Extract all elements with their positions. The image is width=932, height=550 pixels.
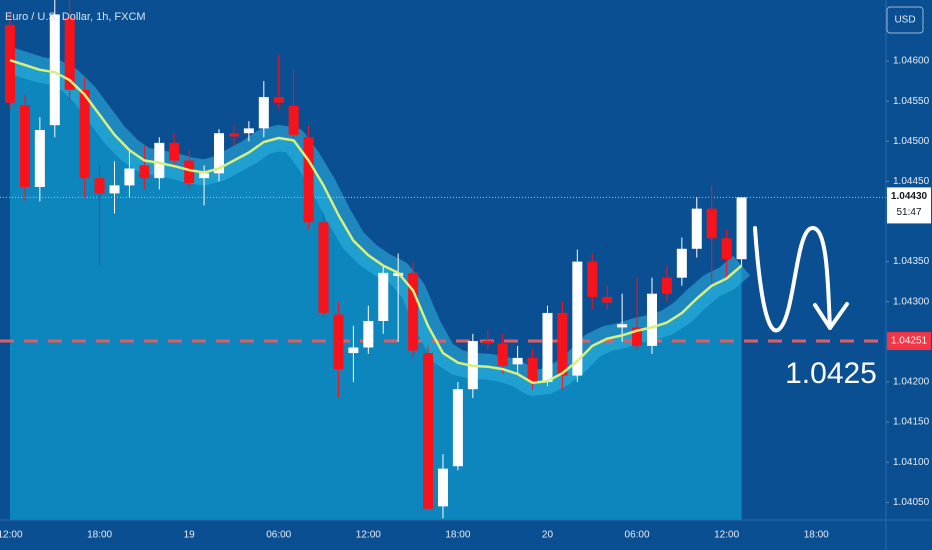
y-tick-label: 1.04500 [893, 136, 930, 147]
candle-body [691, 208, 702, 249]
x-tick-label: 06:00 [625, 530, 650, 541]
y-tick-label: 1.04300 [893, 296, 930, 307]
y-tick-label: 1.04100 [893, 457, 930, 468]
drawn-arrow [753, 226, 832, 333]
candle-body [169, 142, 180, 161]
candle-body [661, 277, 672, 294]
candle-body [452, 389, 463, 467]
x-tick-label: 12:00 [356, 530, 381, 541]
candle-body [79, 89, 90, 179]
candle-body [19, 105, 30, 187]
plot-area [0, 0, 886, 520]
x-tick-label: 19 [184, 530, 196, 541]
candle-body [199, 173, 210, 179]
candle-body [124, 168, 135, 186]
y-tick-label: 1.04200 [893, 377, 930, 388]
y-tick-label: 1.04050 [893, 497, 930, 508]
candle-body [512, 357, 523, 365]
candle-body [736, 197, 747, 260]
candle-body [542, 312, 553, 382]
candle-body [243, 128, 254, 134]
candle-body [318, 222, 329, 313]
level-label-box [887, 332, 931, 351]
candle-body [64, 17, 75, 90]
candle-body [303, 137, 314, 223]
candle-body [363, 320, 374, 348]
candle-body [527, 357, 538, 382]
candle-body [497, 343, 508, 366]
candle-body [288, 105, 299, 135]
candle-body [572, 261, 583, 376]
x-tick-label: 18:00 [445, 530, 470, 541]
candle-body [408, 272, 419, 351]
candle-body [437, 468, 448, 507]
candle-body [5, 24, 15, 103]
target-annotation: 1.0425 [785, 357, 877, 390]
x-tick-label: 18:00 [87, 530, 112, 541]
y-tick-label: 1.04350 [893, 256, 930, 267]
candle-body [706, 208, 717, 239]
candle-body [214, 133, 225, 174]
candle-body [184, 160, 195, 183]
candle-body [646, 293, 657, 346]
last-price-box [887, 187, 931, 224]
currency-label[interactable]: USD [894, 15, 915, 26]
x-tick-label: 12:00 [0, 530, 23, 541]
candle-body [721, 238, 732, 260]
candle-body [34, 130, 45, 187]
y-tick-label: 1.04450 [893, 176, 930, 187]
candle-body [139, 165, 150, 179]
candle-body [676, 248, 687, 278]
candle-body [273, 97, 284, 103]
currency-button[interactable] [886, 6, 924, 34]
level-label: 1.04251 [891, 336, 928, 347]
candle-body [348, 347, 359, 354]
candle-body [378, 272, 389, 321]
candle-body [258, 97, 269, 129]
candle-body [587, 261, 598, 297]
candle-body [602, 296, 613, 303]
last-price-label: 1.04430 [891, 191, 928, 202]
x-tick-label: 18:00 [804, 530, 829, 541]
candle-body [423, 353, 434, 509]
arrow-head [813, 302, 849, 330]
candle-body [228, 133, 239, 137]
candle-body [557, 312, 568, 376]
candle-body [49, 14, 60, 126]
ma-line [9, 59, 743, 385]
countdown: 51:47 [896, 207, 921, 218]
candle-body [632, 327, 643, 346]
y-tick-label: 1.04600 [893, 56, 930, 67]
x-tick-label: 20 [542, 530, 554, 541]
y-tick-label: 1.04550 [893, 96, 930, 107]
candle-body [617, 324, 628, 328]
x-tick-label: 06:00 [266, 530, 291, 541]
candle-body [154, 142, 165, 179]
chart-title: Euro / U.S. Dollar, 1h, FXCM [5, 11, 146, 23]
candle-body [94, 178, 105, 194]
y-tick-label: 1.04150 [893, 417, 930, 428]
candle-body [333, 314, 344, 370]
candle-body [482, 341, 493, 344]
x-tick-label: 12:00 [714, 530, 739, 541]
candle-body [109, 185, 120, 194]
